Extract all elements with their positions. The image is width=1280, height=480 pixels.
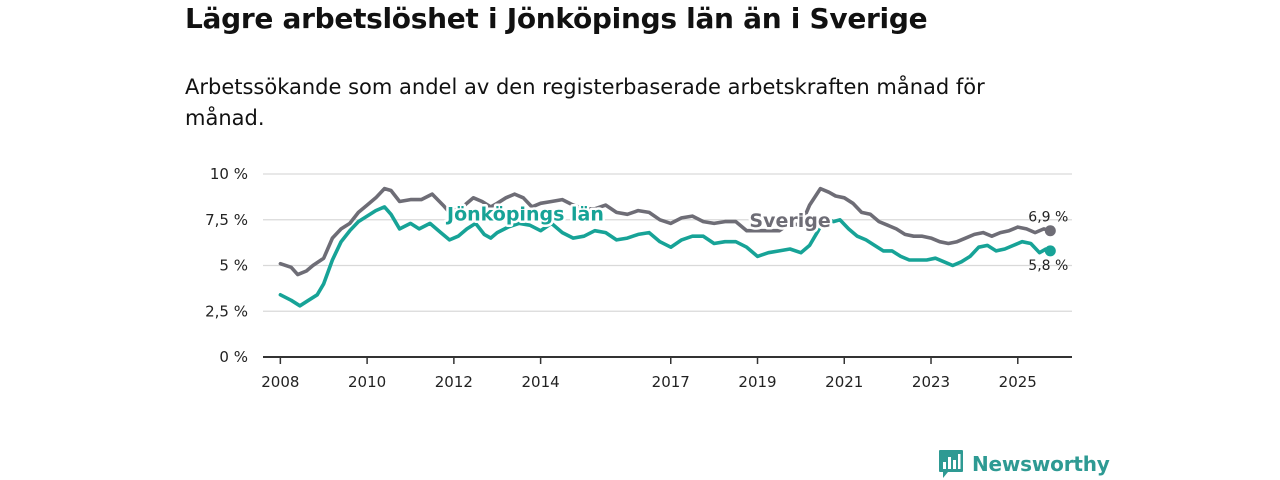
series-label-sverige: Sverige <box>749 210 830 232</box>
series-line-sverige <box>278 186 1053 277</box>
x-tick-label: 2019 <box>738 373 776 391</box>
x-tick-label: 2021 <box>825 373 863 391</box>
series-label-jonkopings-lan: Jönköpings län <box>445 204 604 226</box>
series-lines <box>278 186 1056 308</box>
chart-subtitle: Arbetssökande som andel av den registerb… <box>185 75 985 130</box>
end-point-jonkopings-lan <box>1044 245 1056 257</box>
brand-logo: Newsworthy <box>938 449 1110 479</box>
series-labels: 6,9 % 5,8 % Sverige Jönköpings län <box>443 201 1069 274</box>
brand-name: Newsworthy <box>972 452 1110 476</box>
x-tick-label: 2014 <box>522 373 560 391</box>
y-tick-label: 5 % <box>219 257 248 275</box>
bar-chart-speech-bubble-icon <box>939 450 963 478</box>
x-tick-label: 2025 <box>999 373 1037 391</box>
x-tick-label: 2017 <box>652 373 690 391</box>
end-value-label-jonkopings-lan: 5,8 % <box>1028 258 1068 274</box>
x-tick-label: 2008 <box>261 373 299 391</box>
series-line-jonkopings-lan <box>278 205 1053 308</box>
gridlines <box>263 173 1072 358</box>
end-value-label-sverige: 6,9 % <box>1028 210 1068 226</box>
x-tick-label: 2012 <box>435 373 473 391</box>
y-axis-ticks: 0 % 2,5 % 5 % 7,5 % 10 % <box>205 165 248 366</box>
x-tick-label: 2010 <box>348 373 386 391</box>
x-axis-ticks: 2008 2010 2012 2014 2017 2019 2021 2023 2025 <box>261 357 1037 391</box>
y-tick-label: 7,5 % <box>205 211 248 229</box>
y-tick-label: 10 % <box>210 165 248 183</box>
y-tick-label: 0 % <box>219 348 248 366</box>
x-tick-label: 2023 <box>912 373 950 391</box>
end-point-sverige <box>1044 225 1056 237</box>
y-tick-label: 2,5 % <box>205 302 248 320</box>
chart-title: Lägre arbetslöshet i Jönköpings län än i… <box>185 2 928 35</box>
